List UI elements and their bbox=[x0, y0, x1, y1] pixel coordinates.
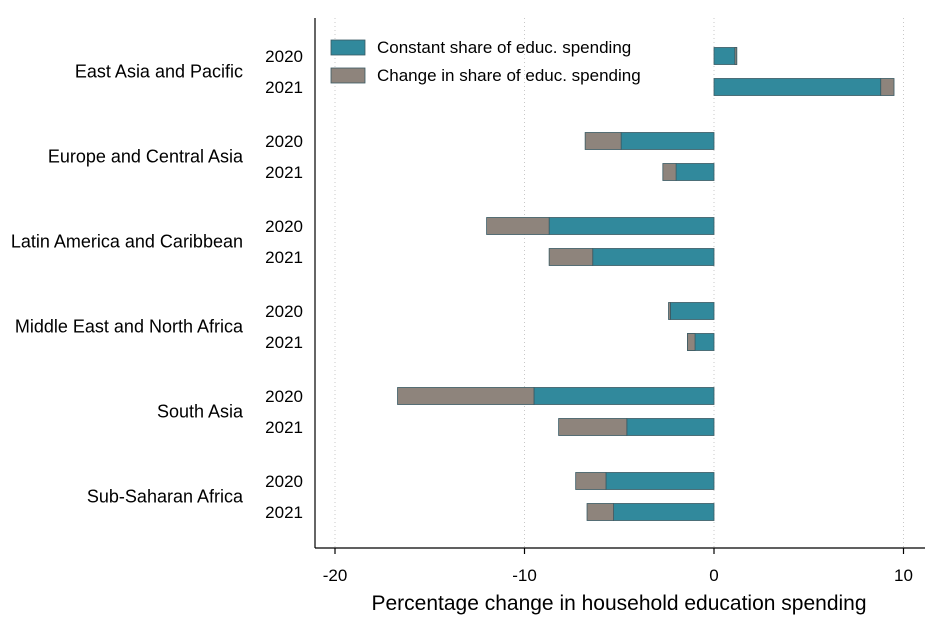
x-tick-label: 0 bbox=[709, 566, 718, 585]
bar-change-share bbox=[584, 132, 622, 150]
year-label: 2020 bbox=[265, 217, 303, 236]
region-label: Middle East and North Africa bbox=[15, 317, 244, 337]
bar-constant-share bbox=[613, 503, 715, 521]
region-label: Latin America and Caribbean bbox=[11, 232, 243, 252]
bar-change-share bbox=[880, 78, 895, 96]
region-label: Sub-Saharan Africa bbox=[87, 487, 244, 507]
bar-change-share bbox=[558, 418, 628, 436]
year-label: 2021 bbox=[265, 248, 303, 267]
year-label: 2020 bbox=[265, 472, 303, 491]
bar-change-share bbox=[586, 503, 614, 521]
bar-change-share bbox=[662, 163, 677, 181]
year-label: 2020 bbox=[265, 47, 303, 66]
bar-constant-share bbox=[533, 387, 715, 405]
bar-change-share bbox=[397, 387, 535, 405]
x-tick-label: -10 bbox=[512, 566, 537, 585]
region-label: East Asia and Pacific bbox=[75, 62, 243, 82]
year-label: 2020 bbox=[265, 387, 303, 406]
legend-label: Change in share of educ. spending bbox=[377, 66, 641, 85]
bar-constant-share bbox=[670, 302, 715, 320]
year-label: 2021 bbox=[265, 503, 303, 522]
category-labels: 2020 2021 East Asia and Pacific 2020 2021 Eur… bbox=[11, 47, 303, 522]
axes: -20 -10 0 10 bbox=[314, 18, 925, 585]
bar-change-share bbox=[548, 248, 594, 266]
legend: Constant share of educ. spending Change i… bbox=[330, 38, 641, 85]
bar-constant-share bbox=[592, 248, 715, 266]
bar-change-share bbox=[575, 472, 607, 490]
region-label: South Asia bbox=[157, 402, 244, 422]
x-tick-label: -20 bbox=[323, 566, 348, 585]
year-label: 2020 bbox=[265, 132, 303, 151]
bar-constant-share bbox=[620, 132, 715, 150]
year-label: 2021 bbox=[265, 333, 303, 352]
bar-constant-share bbox=[626, 418, 715, 436]
bar-change-share bbox=[687, 333, 696, 351]
bar-constant-share bbox=[605, 472, 715, 490]
year-label: 2021 bbox=[265, 78, 303, 97]
bar-constant-share bbox=[713, 47, 738, 65]
year-label: 2020 bbox=[265, 302, 303, 321]
bars bbox=[397, 47, 895, 521]
bar-change-share bbox=[734, 47, 738, 65]
region-label: Europe and Central Asia bbox=[48, 147, 244, 167]
year-label: 2021 bbox=[265, 418, 303, 437]
bar-change-share bbox=[486, 217, 550, 235]
bar-constant-share bbox=[548, 217, 715, 235]
grid-lines bbox=[334, 18, 904, 548]
x-axis-title: Percentage change in household education… bbox=[371, 592, 866, 615]
legend-swatch bbox=[330, 67, 366, 84]
bar-constant-share bbox=[713, 78, 882, 96]
bar-constant-share bbox=[675, 163, 715, 181]
bar-change-share bbox=[668, 302, 671, 320]
x-tick-label: 10 bbox=[894, 566, 913, 585]
year-label: 2021 bbox=[265, 163, 303, 182]
legend-swatch bbox=[330, 39, 366, 56]
legend-label: Constant share of educ. spending bbox=[377, 38, 631, 57]
